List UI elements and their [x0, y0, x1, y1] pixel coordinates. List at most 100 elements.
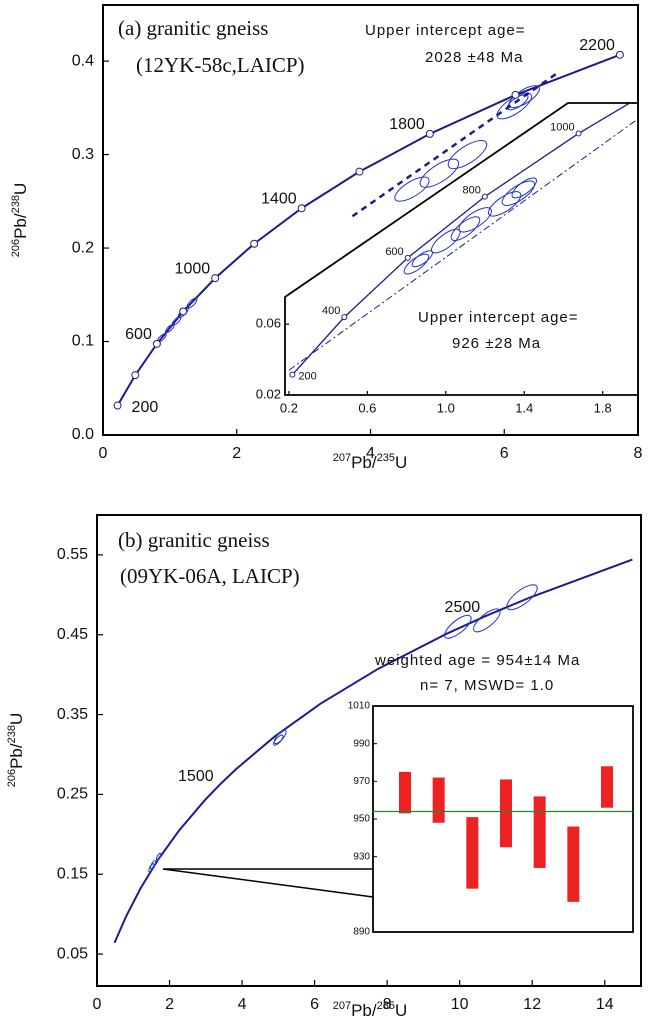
zoom-connector [162, 868, 374, 898]
error-bar [601, 766, 613, 808]
axis-label-superscript: 238 [10, 195, 22, 213]
y-tick-label: 0.55 [57, 546, 88, 563]
error-ellipse [150, 860, 157, 870]
axis-label-part: Pb/ [351, 453, 377, 472]
y-tick-label: 0.06 [256, 316, 281, 331]
y-tick-label: 990 [353, 738, 370, 749]
concordia-marker [297, 204, 306, 213]
error-ellipse [473, 608, 501, 633]
y-tick-label: 0.0 [72, 426, 94, 443]
y-tick-label: 970 [353, 776, 370, 787]
concordia-marker [615, 50, 624, 59]
discordia-line [351, 72, 558, 218]
error-bar [399, 771, 411, 814]
x-tick-label: 4 [366, 445, 375, 462]
axis-label-part: Pb/ [351, 1001, 377, 1020]
annotation: 926 ±28 Ma [452, 335, 541, 352]
y-tick-label: 0.4 [72, 52, 94, 69]
concordia-marker [355, 167, 364, 176]
x-tick-label: 0.2 [280, 400, 298, 415]
x-tick-label: 8 [634, 445, 643, 462]
axis-label-part: Pb/ [7, 743, 26, 769]
age-label: 1800 [389, 116, 425, 133]
axis-label-superscript: 206 [10, 239, 22, 257]
axis-label-superscript: 207 [333, 452, 351, 464]
error-ellipse [496, 92, 533, 120]
axis-label-superscript: 207 [333, 1000, 351, 1012]
x-tick-label: 14 [596, 996, 614, 1013]
error-bar [432, 777, 445, 823]
annotation: n= 7, MSWD= 1.0 [420, 677, 554, 694]
error-bar [466, 817, 479, 889]
plot-area [113, 50, 624, 410]
annotation: weighted age = 954±14 Ma [374, 652, 580, 669]
x-tick-label: 4 [238, 996, 247, 1013]
annotation: Upper intercept age= [365, 22, 526, 39]
concordia-marker [341, 314, 348, 321]
error-ellipse [458, 207, 492, 233]
annotation: 2028 ±48 Ma [425, 49, 523, 66]
concordia-marker [511, 90, 520, 99]
age-label: 1500 [178, 768, 214, 785]
axis-label: 206Pb/238U [10, 183, 30, 258]
error-bar [567, 826, 580, 902]
y-tick-label: 0.1 [72, 333, 94, 350]
inset-plot-area [288, 103, 638, 378]
y-tick-label: 0.45 [57, 626, 88, 643]
concordia-marker [425, 129, 434, 138]
y-tick-label: 890 [353, 927, 370, 938]
age-label: 600 [125, 326, 152, 343]
error-ellipse [419, 158, 460, 188]
axis-label-superscript: 206 [6, 769, 18, 787]
axis-label-part: U [395, 1001, 407, 1020]
age-label: 2200 [579, 37, 615, 54]
error-ellipse [501, 180, 536, 206]
x-tick-label: 1.8 [594, 400, 612, 415]
axis-label-superscript: 235 [377, 452, 395, 464]
panel-b-frame [96, 514, 642, 987]
axis-label-superscript: 238 [6, 725, 18, 743]
error-ellipse [447, 139, 488, 170]
error-ellipse [506, 584, 538, 611]
x-tick-label: 2 [232, 445, 241, 462]
age-label: 200 [132, 399, 159, 416]
axis-label-part: U [11, 183, 30, 195]
age-label: 200 [298, 371, 316, 383]
error-ellipse [186, 297, 198, 309]
error-ellipse [511, 177, 537, 199]
x-tick-label: 6 [500, 445, 509, 462]
axis-label-part: Pb/ [11, 213, 30, 239]
axis-label-superscript: 235 [377, 1000, 395, 1012]
y-tick-label: 0.05 [57, 945, 88, 962]
axis-label: 207Pb/235U [333, 452, 408, 472]
age-label: 1400 [261, 190, 297, 207]
concordia-marker [211, 274, 220, 283]
plot-area [113, 558, 633, 944]
inset-frame [284, 102, 639, 396]
x-tick-label: 0 [93, 996, 102, 1013]
concordia-marker [575, 130, 582, 137]
age-label: 1000 [550, 121, 574, 133]
y-tick-label: 0.3 [72, 146, 94, 163]
concordia-marker [481, 193, 488, 200]
x-tick-label: 1.0 [437, 400, 455, 415]
concordia-marker [179, 307, 188, 316]
x-tick-label: 0 [99, 445, 108, 462]
error-ellipse [273, 729, 287, 745]
y-tick-label: 0.02 [256, 386, 281, 401]
axis-label-part: U [7, 713, 26, 725]
concordia-marker [152, 339, 161, 348]
panel-title: (b) granitic gneiss [118, 528, 270, 552]
axis-label: 207Pb/235U [333, 1000, 408, 1020]
age-label: 400 [322, 305, 340, 317]
y-tick-label: 0.15 [57, 865, 88, 882]
x-tick-label: 6 [310, 996, 319, 1013]
age-label: 800 [462, 185, 480, 197]
panel-subtitle: (12YK-58c,LAICP) [136, 53, 305, 77]
inset-background [285, 103, 638, 395]
error-ellipse [403, 253, 430, 275]
y-tick-label: 1010 [348, 701, 371, 712]
concordia-curve [113, 558, 633, 944]
